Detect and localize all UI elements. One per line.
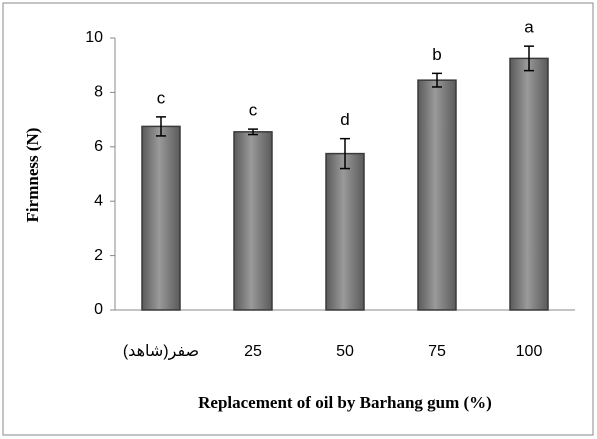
bar [233, 131, 273, 311]
y-axis-title: Firmness (N) [23, 128, 42, 223]
x-tick-label: 100 [516, 343, 543, 360]
significance-letter: b [432, 45, 441, 64]
significance-letter: c [157, 88, 166, 107]
y-tick-label: 0 [94, 301, 103, 318]
significance-letter: c [249, 101, 258, 120]
bar [417, 79, 457, 311]
x-tick-label: (شاهد)صفر [123, 343, 199, 361]
x-tick-label: 75 [428, 343, 446, 360]
y-tick-label: 8 [94, 84, 103, 101]
x-tick-label: 50 [336, 343, 354, 360]
bar [509, 57, 549, 311]
y-tick-label: 6 [94, 138, 103, 155]
x-axis-title: Replacement of oil by Barhang gum (%) [198, 393, 492, 412]
significance-letter: a [524, 18, 534, 37]
y-tick-label: 10 [85, 29, 103, 46]
bar [325, 152, 365, 311]
y-tick-label: 2 [94, 247, 103, 264]
y-tick-label: 4 [94, 192, 103, 209]
x-tick-label: 25 [244, 343, 262, 360]
bar [141, 125, 181, 311]
significance-letter: d [340, 110, 349, 129]
